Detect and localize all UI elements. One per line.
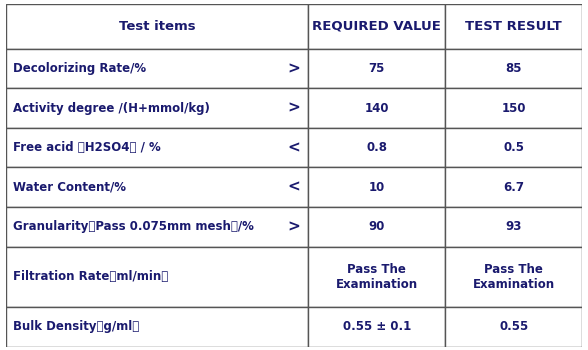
Bar — [6, 49, 308, 88]
Text: 75: 75 — [369, 62, 385, 75]
Text: Granularity（Pass 0.075mm mesh）/%: Granularity（Pass 0.075mm mesh）/% — [14, 220, 254, 233]
Bar — [308, 88, 445, 128]
Text: >: > — [288, 100, 300, 116]
Bar — [6, 128, 308, 167]
Text: <: < — [288, 140, 300, 155]
Bar — [308, 4, 445, 49]
Text: 90: 90 — [369, 220, 385, 233]
Text: 0.5: 0.5 — [503, 141, 524, 154]
Bar — [445, 167, 582, 207]
Text: 10: 10 — [369, 181, 385, 194]
Text: Water Content/%: Water Content/% — [14, 181, 126, 194]
Bar — [6, 88, 308, 128]
Bar — [308, 49, 445, 88]
Bar — [445, 4, 582, 49]
Bar — [6, 307, 308, 346]
Bar — [445, 307, 582, 346]
Bar — [445, 88, 582, 128]
Text: Bulk Density（g/ml）: Bulk Density（g/ml） — [14, 320, 139, 333]
Text: >: > — [288, 61, 300, 76]
Bar — [308, 207, 445, 247]
Text: 85: 85 — [506, 62, 522, 75]
Bar — [6, 247, 308, 307]
Text: 93: 93 — [506, 220, 522, 233]
Text: >: > — [288, 219, 300, 234]
Text: Free acid （H2SO4） / %: Free acid （H2SO4） / % — [14, 141, 161, 154]
Text: <: < — [288, 180, 300, 195]
Bar — [6, 4, 308, 49]
Bar — [445, 128, 582, 167]
Text: Pass The
Examination: Pass The Examination — [336, 263, 418, 291]
Text: Activity degree /(H+mmol/kg): Activity degree /(H+mmol/kg) — [14, 102, 211, 114]
Bar — [6, 207, 308, 247]
Text: Pass The
Examination: Pass The Examination — [473, 263, 554, 291]
Bar — [445, 207, 582, 247]
Text: Test items: Test items — [119, 20, 195, 33]
Text: 0.55: 0.55 — [499, 320, 528, 333]
Bar — [308, 307, 445, 346]
Bar — [308, 128, 445, 167]
Text: 140: 140 — [365, 102, 389, 114]
Bar — [308, 247, 445, 307]
Text: 150: 150 — [502, 102, 526, 114]
Bar — [445, 247, 582, 307]
Bar — [308, 167, 445, 207]
Text: 0.55 ± 0.1: 0.55 ± 0.1 — [343, 320, 411, 333]
Text: 6.7: 6.7 — [503, 181, 524, 194]
Text: Filtration Rate（ml/min）: Filtration Rate（ml/min） — [14, 270, 169, 283]
Bar — [6, 167, 308, 207]
Text: 0.8: 0.8 — [366, 141, 387, 154]
Text: TEST RESULT: TEST RESULT — [465, 20, 562, 33]
Text: Decolorizing Rate/%: Decolorizing Rate/% — [14, 62, 146, 75]
Bar — [445, 49, 582, 88]
Text: REQUIRED VALUE: REQUIRED VALUE — [312, 20, 441, 33]
